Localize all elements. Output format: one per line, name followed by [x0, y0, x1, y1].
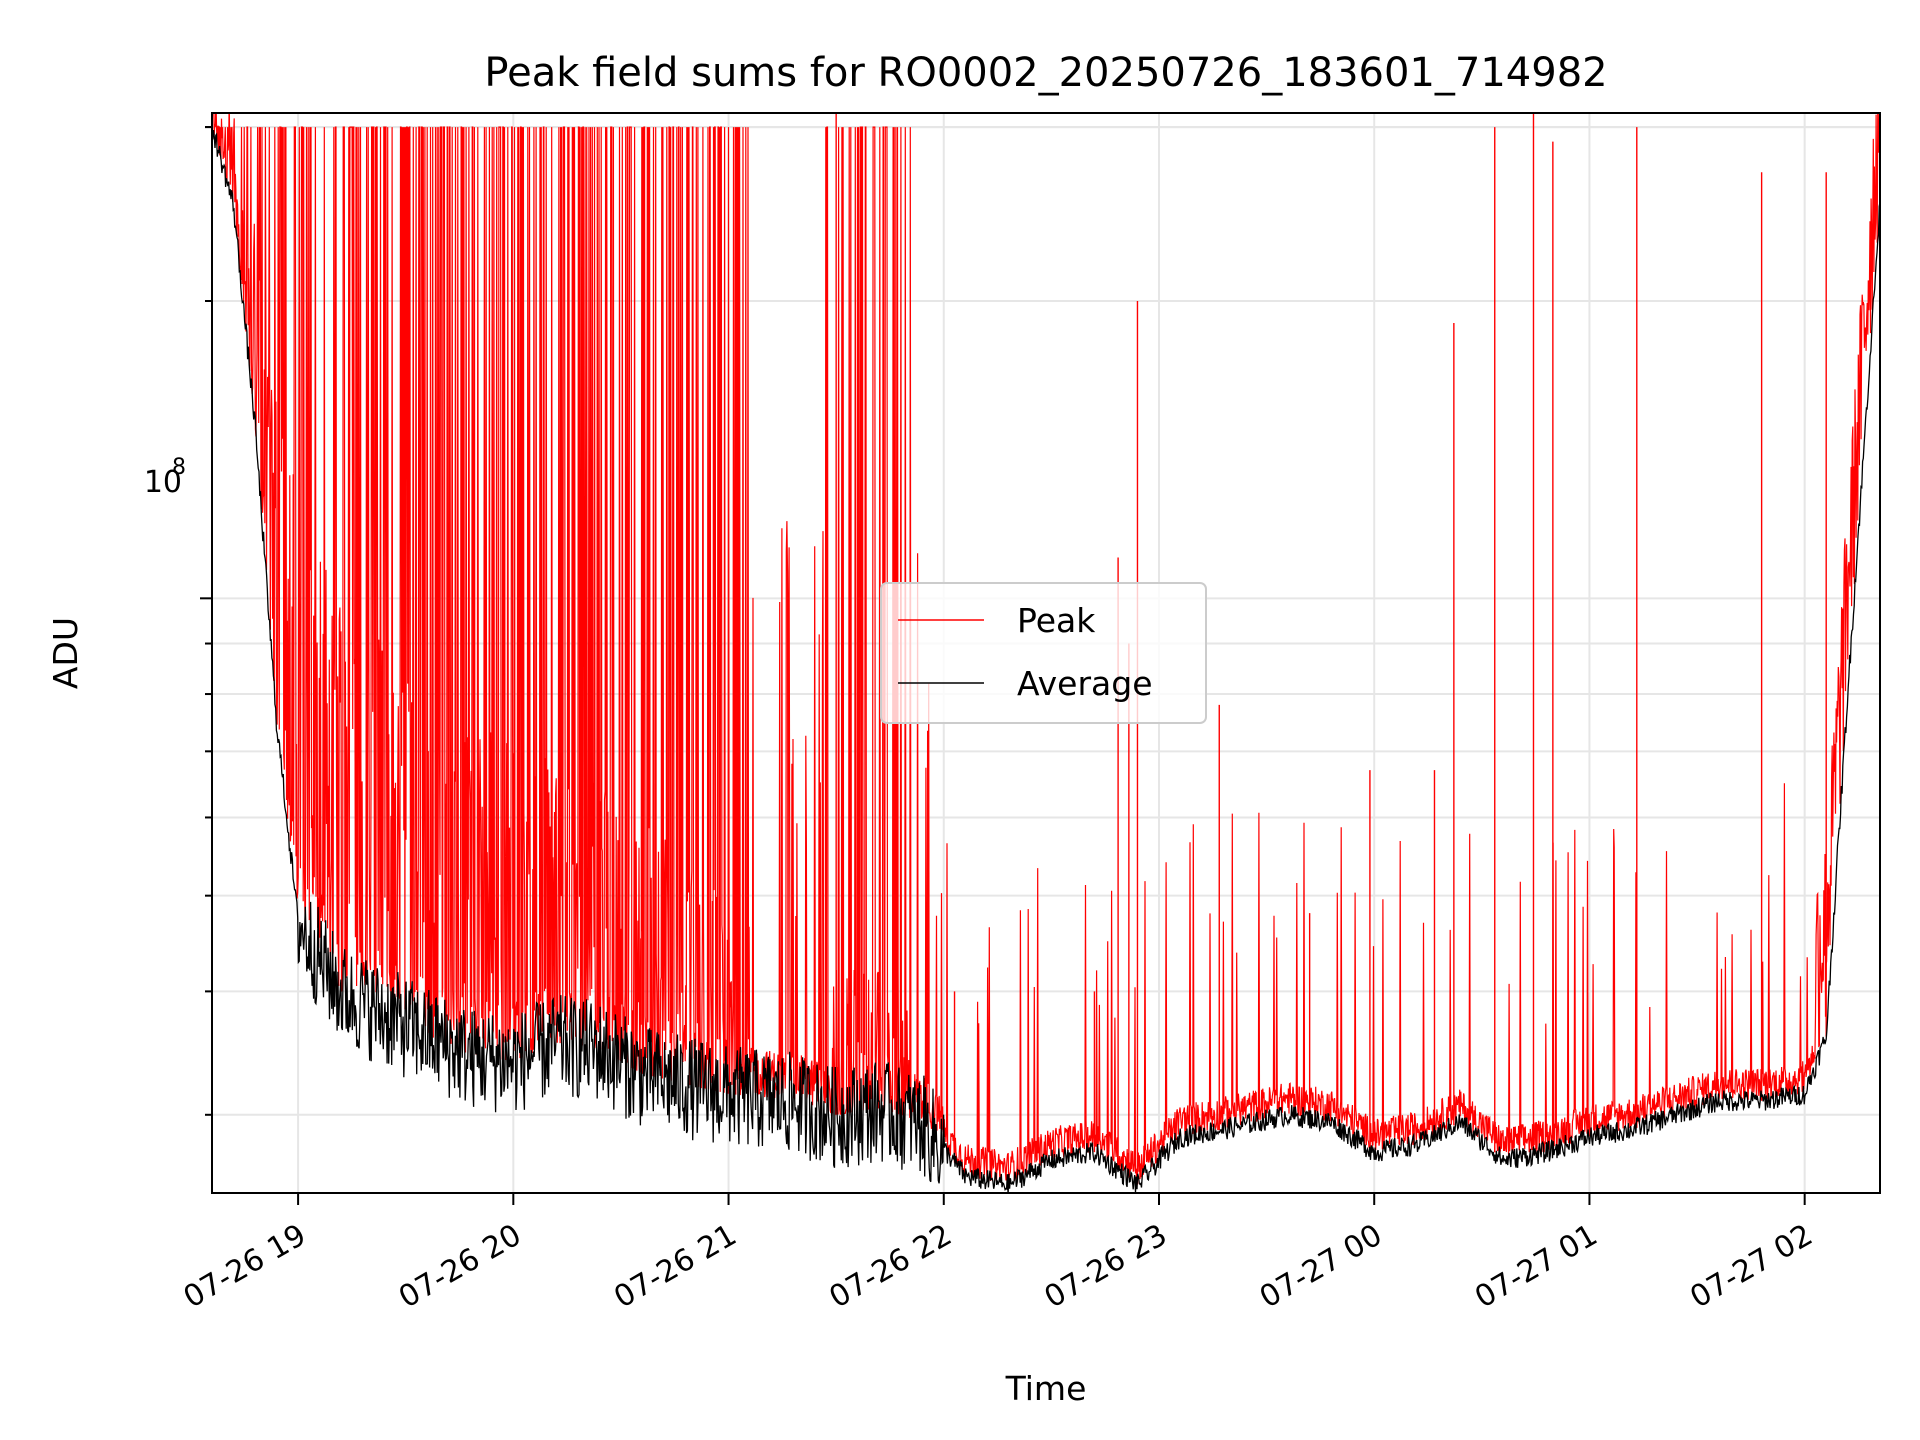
- legend-box: [880, 582, 1207, 724]
- y-axis-label: ADU: [46, 617, 85, 689]
- legend: Peak Average: [880, 582, 1207, 724]
- series-layer: [212, 113, 1880, 1193]
- plot-frame: [211, 112, 1881, 1194]
- y-tick-label-1e8: 10 8: [144, 455, 186, 500]
- chart-title: Peak field sums for RO0002_20250726_1836…: [484, 50, 1607, 96]
- y-tick-base: 10: [144, 465, 182, 500]
- y-tick-exponent: 8: [172, 455, 186, 480]
- x-axis-label: Time: [1005, 1369, 1087, 1408]
- series-average-line: [212, 129, 1880, 1193]
- legend-label-average: Average: [1017, 664, 1153, 703]
- legend-label-peak: Peak: [1017, 601, 1096, 640]
- svg-text:10: 10: [144, 465, 182, 500]
